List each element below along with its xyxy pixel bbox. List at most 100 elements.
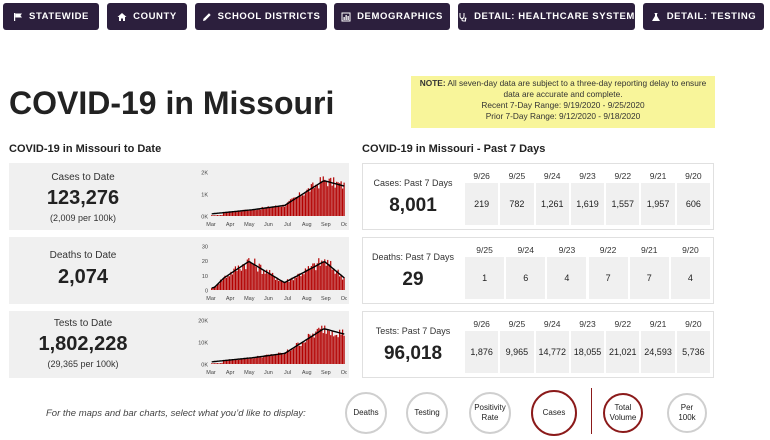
daily-bar xyxy=(315,270,317,290)
daily-bar xyxy=(295,277,298,290)
nav-school-districts-button[interactable]: SCHOOL DISTRICTS xyxy=(195,3,327,30)
daily-bar xyxy=(240,211,242,216)
day-column: 9/20 4 xyxy=(670,243,710,299)
daily-bar xyxy=(246,259,248,290)
metric-positivity-rate-button[interactable]: Positivity Rate xyxy=(469,392,511,434)
daily-bar xyxy=(283,282,286,290)
daily-bar xyxy=(251,263,253,290)
daily-bar xyxy=(258,263,260,290)
nav-demographics-button[interactable]: DEMOGRAPHICS xyxy=(334,3,450,30)
day-date: 9/26 xyxy=(473,319,490,329)
metric-deaths-button[interactable]: Deaths xyxy=(345,392,387,434)
card-label: Tests to Date xyxy=(53,318,113,329)
day-date: 9/25 xyxy=(508,319,526,329)
daily-bar xyxy=(298,345,301,364)
day-date: 9/26 xyxy=(473,171,490,181)
day-column: 9/22 21,021 xyxy=(606,317,640,373)
daily-bar xyxy=(224,275,226,290)
daily-bar xyxy=(294,197,296,216)
daily-bar xyxy=(286,202,289,216)
daily-bar xyxy=(228,359,231,364)
daily-bar xyxy=(304,342,306,364)
daily-bar xyxy=(269,354,271,364)
daily-bar xyxy=(276,354,278,364)
daily-bar xyxy=(319,328,321,364)
daily-bar xyxy=(312,263,314,290)
day-value: 4 xyxy=(670,257,710,299)
mode-per-100k-button[interactable]: Per 100k xyxy=(667,393,707,433)
day-value: 1,261 xyxy=(535,183,569,225)
daily-bar xyxy=(275,354,277,364)
nav-statewide-button[interactable]: STATEWIDE xyxy=(3,3,99,30)
card-label: Deaths: Past 7 Days xyxy=(371,252,455,262)
daily-bar xyxy=(289,199,292,216)
nav-county-button[interactable]: COUNTY xyxy=(107,3,187,30)
tests-past-7-summary: Tests: Past 7 Days 96,018 xyxy=(363,312,463,377)
daily-bar xyxy=(240,270,242,290)
daily-bar xyxy=(267,274,269,290)
daily-bar xyxy=(233,360,235,364)
daily-bar xyxy=(324,325,326,364)
day-value: 7 xyxy=(629,257,669,299)
cases-past-7-card: Cases: Past 7 Days 8,001 9/26 219 9/25 782 9… xyxy=(362,163,714,230)
x-tick-label: Jun xyxy=(264,370,273,376)
mode-total-volume-button[interactable]: Total Volume xyxy=(603,393,643,433)
daily-bar xyxy=(231,211,234,216)
daily-bar xyxy=(310,336,312,364)
daily-bar xyxy=(258,357,260,364)
day-value: 1,557 xyxy=(606,183,640,225)
day-date: 9/20 xyxy=(685,319,702,329)
y-tick-label: 10K xyxy=(198,341,208,347)
daily-bar xyxy=(342,188,344,216)
day-value: 1,876 xyxy=(465,331,499,373)
daily-bar xyxy=(272,207,274,216)
daily-bar xyxy=(213,363,216,364)
daily-bar xyxy=(280,206,283,216)
day-column: 9/23 18,055 xyxy=(570,317,605,373)
daily-bar xyxy=(276,278,278,290)
daily-bar xyxy=(267,206,269,216)
daily-bar xyxy=(249,261,251,290)
daily-bar xyxy=(297,273,299,290)
daily-bar xyxy=(333,177,335,216)
daily-bar xyxy=(307,266,309,290)
day-value: 606 xyxy=(676,183,710,225)
daily-bar xyxy=(286,349,289,364)
daily-bar xyxy=(267,354,269,364)
daily-bar xyxy=(264,207,266,216)
day-value: 7 xyxy=(588,257,628,299)
nav-testing-button[interactable]: DETAIL: TESTING xyxy=(643,3,764,30)
day-value: 24,593 xyxy=(641,331,675,373)
daily-bar xyxy=(309,334,311,364)
day-column: 9/21 24,593 xyxy=(641,317,675,373)
daily-bar xyxy=(273,276,275,290)
daily-bar xyxy=(211,363,213,364)
daily-bar xyxy=(309,268,311,290)
tests-past-7-card: Tests: Past 7 Days 96,018 9/26 1,876 9/25 9… xyxy=(362,311,714,378)
daily-bar xyxy=(270,273,272,290)
daily-bar xyxy=(233,268,235,290)
day-value: 219 xyxy=(465,183,499,225)
daily-bar xyxy=(242,209,244,216)
daily-bar xyxy=(322,261,324,290)
cases-past-7-summary: Cases: Past 7 Days 8,001 xyxy=(363,164,463,229)
daily-bar xyxy=(300,346,302,364)
daily-bar xyxy=(227,275,229,290)
daily-bar xyxy=(230,271,232,290)
daily-bar xyxy=(252,358,254,364)
nav-healthcare-system-button[interactable]: DETAIL: HEALTHCARE SYSTEM xyxy=(458,3,635,30)
daily-bar xyxy=(309,191,311,216)
daily-bar xyxy=(246,357,248,364)
x-tick-label: May xyxy=(244,370,255,376)
x-tick-label: Aug xyxy=(302,222,312,228)
daily-bar xyxy=(324,179,326,216)
metric-cases-button[interactable]: Cases xyxy=(531,390,577,436)
x-tick-label: Oct xyxy=(341,370,347,376)
metric-testing-button[interactable]: Testing xyxy=(406,392,448,434)
daily-bar xyxy=(318,258,320,290)
daily-bar xyxy=(310,184,312,216)
daily-bar xyxy=(270,354,272,364)
day-column: 9/26 1,876 xyxy=(465,317,499,373)
x-tick-label: May xyxy=(244,296,255,302)
daily-bar xyxy=(342,329,344,364)
